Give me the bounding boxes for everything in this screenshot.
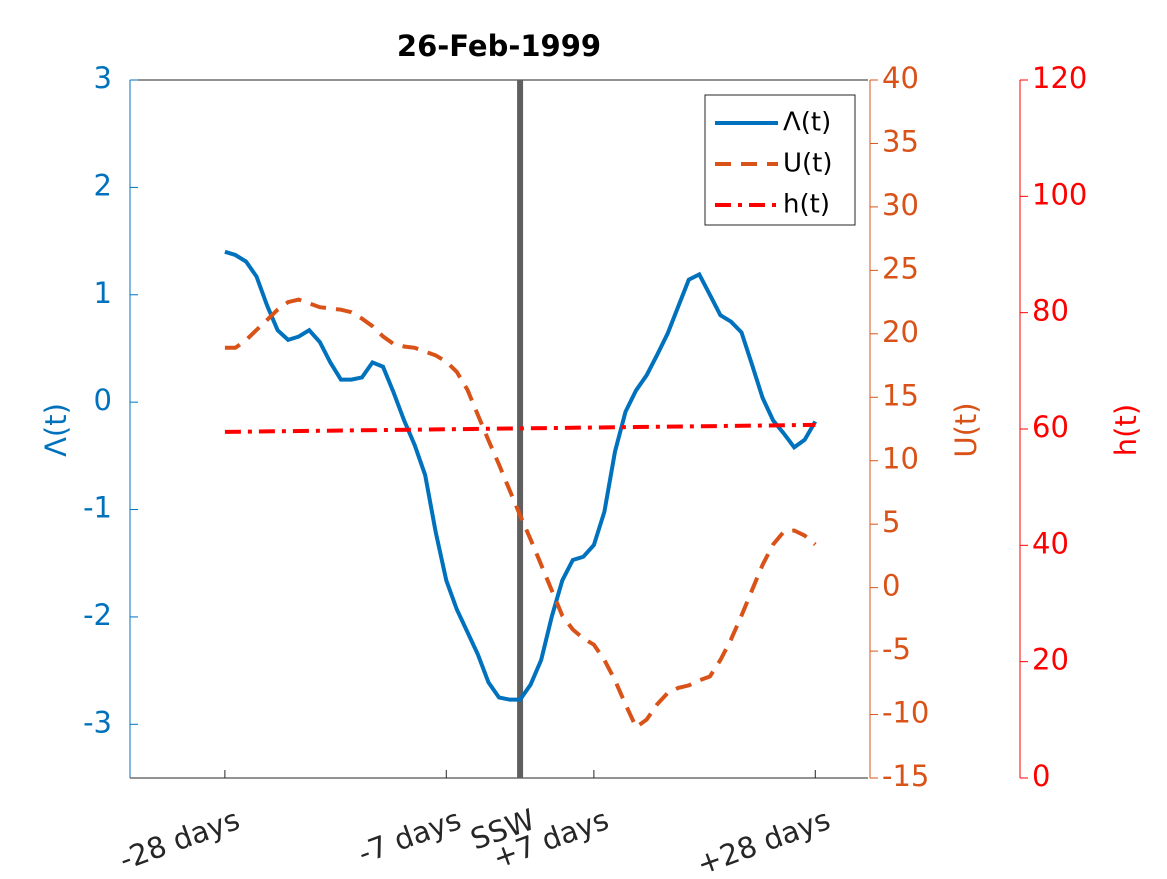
y2-tick-label: 5 [882, 505, 900, 539]
legend-label: U(t) [783, 149, 833, 179]
y-tick-label: 2 [94, 168, 112, 202]
y2-tick-label: 25 [882, 251, 919, 285]
y3-axis-label: h(t) [1109, 404, 1143, 456]
y2-tick-label: 10 [882, 442, 919, 476]
x-tick-label: -28 days [115, 802, 244, 875]
y-tick-label: 3 [94, 61, 112, 95]
y2-tick-label: -10 [882, 696, 929, 730]
legend-label: h(t) [783, 190, 830, 220]
y-tick-label: 1 [94, 276, 112, 310]
y2-tick-label: 15 [882, 378, 919, 412]
y3-tick-label: 0 [1032, 759, 1050, 793]
x-tick-label: +28 days [692, 802, 834, 875]
y3-tick-label: 80 [1032, 294, 1069, 328]
y3-tick-label: 60 [1032, 410, 1069, 444]
y-tick-label: -2 [83, 598, 112, 632]
y2-tick-label: 30 [882, 188, 919, 222]
series-line [224, 422, 816, 434]
y3-tick-label: 100 [1032, 177, 1087, 211]
y2-axis-label: U(t) [949, 402, 983, 457]
y2-tick-label: 35 [882, 124, 919, 158]
y2-tick-label: -5 [882, 632, 911, 666]
y-tick-label: 0 [94, 383, 112, 417]
y2-tick-label: 20 [882, 315, 919, 349]
series-line [224, 249, 818, 702]
x-tick-label: -7 days [354, 802, 466, 870]
y3-tick-label: 120 [1032, 61, 1087, 95]
chart-title: 26-Feb-1999 [397, 29, 601, 63]
y3-tick-label: 40 [1032, 526, 1069, 560]
y2-tick-label: -15 [882, 759, 929, 793]
y-tick-label: -3 [83, 705, 112, 739]
y2-tick-label: 0 [882, 569, 900, 603]
y2-tick-label: 40 [882, 61, 919, 95]
series-line [224, 297, 817, 731]
y-axis-label: Λ(t) [39, 403, 73, 457]
y-tick-label: -1 [83, 491, 112, 525]
y3-tick-label: 20 [1032, 643, 1069, 677]
legend-label: Λ(t) [783, 108, 831, 138]
